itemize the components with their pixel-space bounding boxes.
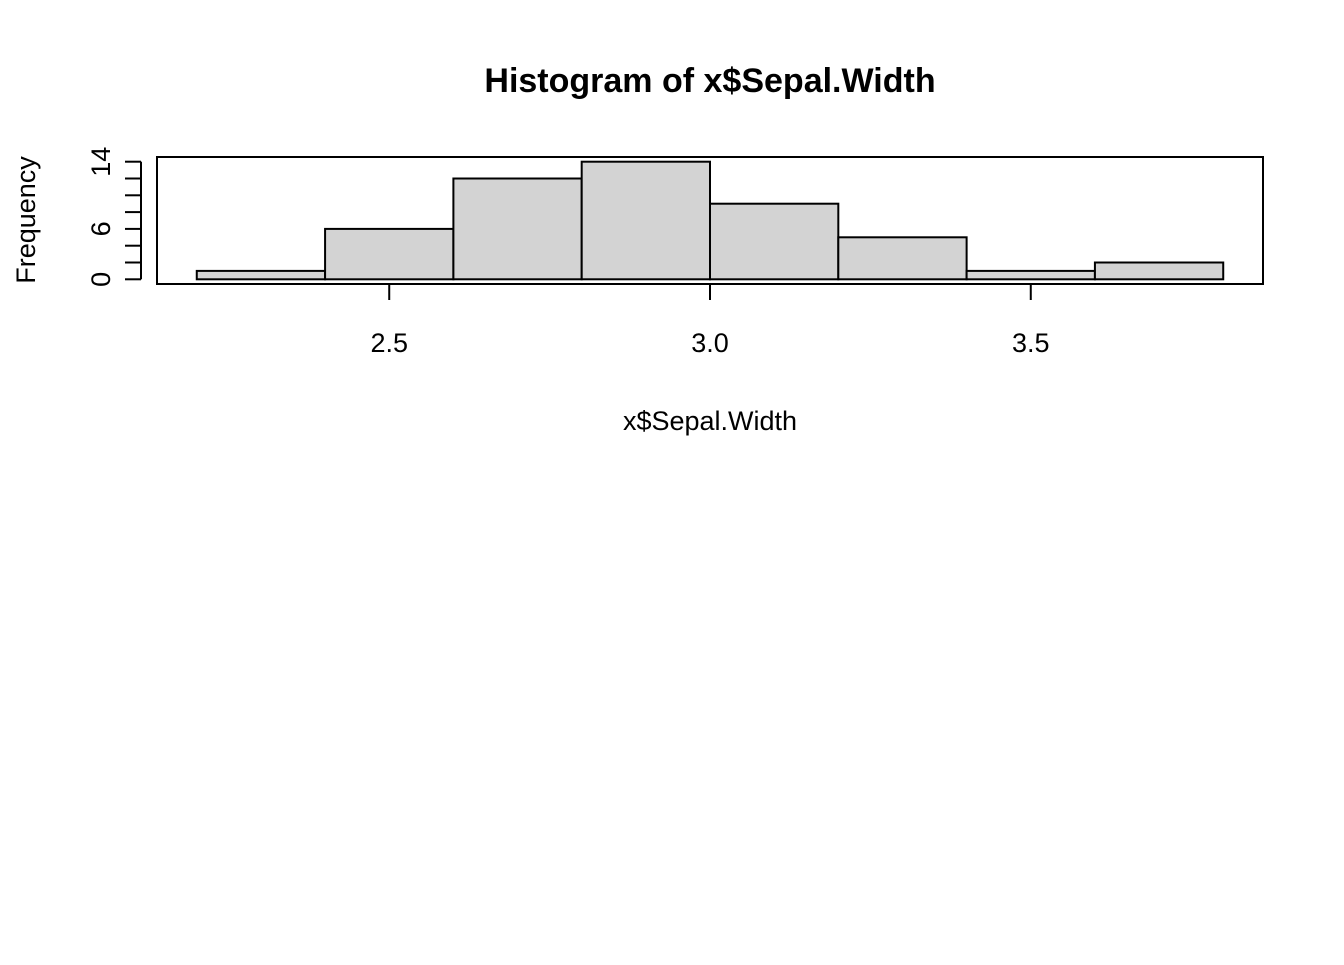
- y-tick-label-0: 0: [86, 272, 116, 287]
- histogram-bar-6: [965, 269, 1096, 281]
- chart-title: Histogram of x$Sepal.Width: [484, 62, 935, 100]
- y-axis: 0 6 14: [86, 147, 142, 287]
- y-tick-label-3: 6: [86, 221, 116, 236]
- y-tick-label-7: 14: [86, 147, 116, 177]
- bars-group: [195, 160, 1225, 281]
- histogram-bar-1: [324, 227, 455, 281]
- x-axis-label: x$Sepal.Width: [623, 406, 797, 436]
- x-tick-label-2: 3.5: [1012, 328, 1050, 358]
- y-axis-label: Frequency: [11, 156, 41, 284]
- histogram-bar-5: [837, 236, 968, 281]
- x-axis: 2.5 3.0 3.5: [370, 283, 1050, 358]
- histogram-bar-2: [452, 177, 583, 281]
- histogram-bar-7: [1093, 261, 1225, 281]
- histogram-bar-4: [709, 202, 840, 281]
- x-tick-label-1: 3.0: [691, 328, 729, 358]
- x-tick-label-0: 2.5: [370, 328, 408, 358]
- histogram-bar-0: [195, 269, 327, 281]
- histogram-bar-3: [580, 160, 711, 281]
